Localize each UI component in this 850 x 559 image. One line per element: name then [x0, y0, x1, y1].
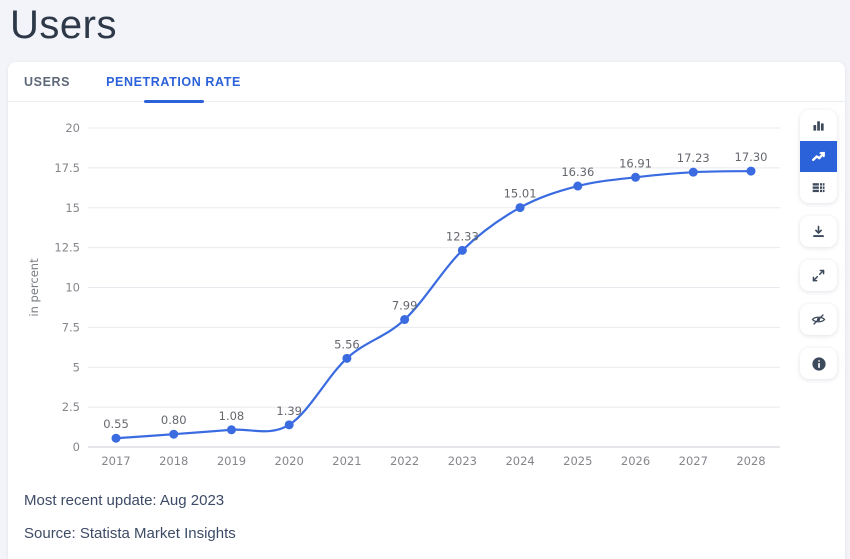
svg-text:2026: 2026 — [621, 454, 650, 468]
svg-text:2021: 2021 — [332, 454, 361, 468]
toolbar-group — [800, 304, 837, 335]
chart-card: USERS PENETRATION RATE 0 2.5 5 7.5 10 12.5 15 17… — [8, 62, 845, 559]
bar-chart-button[interactable] — [800, 110, 837, 141]
svg-text:2023: 2023 — [448, 454, 477, 468]
svg-text:17.5: 17.5 — [54, 161, 80, 175]
line-chart-icon — [811, 149, 826, 164]
toolbar-group — [800, 216, 837, 247]
svg-text:12.33: 12.33 — [446, 229, 479, 243]
svg-text:0.55: 0.55 — [103, 417, 129, 431]
chart-area: 0 2.5 5 7.5 10 12.5 15 17.5 20 in percent 2017 2018… — [8, 102, 845, 482]
expand-icon — [811, 268, 826, 283]
tab-label: USERS — [24, 74, 71, 89]
svg-text:1.08: 1.08 — [219, 409, 245, 423]
page-title: Users — [10, 3, 117, 47]
svg-text:0: 0 — [73, 440, 80, 454]
tab-penetration-rate[interactable]: PENETRATION RATE — [106, 62, 241, 102]
svg-text:17.23: 17.23 — [677, 151, 710, 165]
svg-text:2028: 2028 — [736, 454, 765, 468]
chart-toolbar — [800, 110, 837, 379]
svg-text:2018: 2018 — [159, 454, 188, 468]
svg-text:2027: 2027 — [679, 454, 708, 468]
table-icon — [811, 180, 826, 195]
data-table-button[interactable] — [800, 172, 837, 203]
svg-text:16.36: 16.36 — [561, 165, 594, 179]
svg-text:17.30: 17.30 — [735, 150, 768, 164]
svg-text:20: 20 — [65, 121, 80, 135]
svg-text:10: 10 — [65, 281, 80, 295]
svg-text:2019: 2019 — [217, 454, 246, 468]
svg-text:2.5: 2.5 — [62, 400, 80, 414]
info-icon — [811, 356, 827, 372]
svg-text:12.5: 12.5 — [54, 241, 80, 255]
toolbar-group — [800, 260, 837, 291]
last-update-text: Most recent update: Aug 2023 — [24, 492, 225, 509]
svg-text:16.91: 16.91 — [619, 156, 652, 170]
svg-text:2017: 2017 — [101, 454, 130, 468]
eye-off-icon — [811, 312, 826, 327]
tab-users[interactable]: USERS — [24, 62, 70, 102]
penetration-rate-line-chart: 0 2.5 5 7.5 10 12.5 15 17.5 20 in percent 2017 2018… — [27, 121, 780, 468]
tab-label: PENETRATION RATE — [106, 74, 241, 89]
info-button[interactable] — [800, 348, 837, 379]
svg-text:0.80: 0.80 — [161, 413, 187, 427]
svg-text:5.56: 5.56 — [334, 337, 360, 351]
line-chart-button[interactable] — [800, 141, 837, 172]
hide-labels-button[interactable] — [800, 304, 837, 335]
source-text: Source: Statista Market Insights — [24, 525, 236, 542]
download-button[interactable] — [800, 216, 837, 247]
svg-text:15.01: 15.01 — [504, 187, 537, 201]
toolbar-group — [800, 348, 837, 379]
download-icon — [811, 224, 826, 239]
fullscreen-button[interactable] — [800, 260, 837, 291]
svg-text:2022: 2022 — [390, 454, 419, 468]
svg-text:7.5: 7.5 — [62, 320, 80, 334]
svg-text:7.99: 7.99 — [392, 299, 418, 313]
svg-text:15: 15 — [65, 201, 80, 215]
svg-text:5: 5 — [73, 360, 80, 374]
svg-text:2025: 2025 — [563, 454, 592, 468]
svg-text:in percent: in percent — [27, 258, 41, 317]
svg-text:2024: 2024 — [505, 454, 534, 468]
toolbar-group — [800, 110, 837, 203]
chart-footer: Most recent update: Aug 2023 Source: Sta… — [8, 491, 845, 543]
svg-text:1.39: 1.39 — [276, 404, 302, 418]
svg-text:2020: 2020 — [275, 454, 304, 468]
tab-bar: USERS PENETRATION RATE — [8, 62, 845, 102]
bar-chart-icon — [811, 118, 826, 133]
